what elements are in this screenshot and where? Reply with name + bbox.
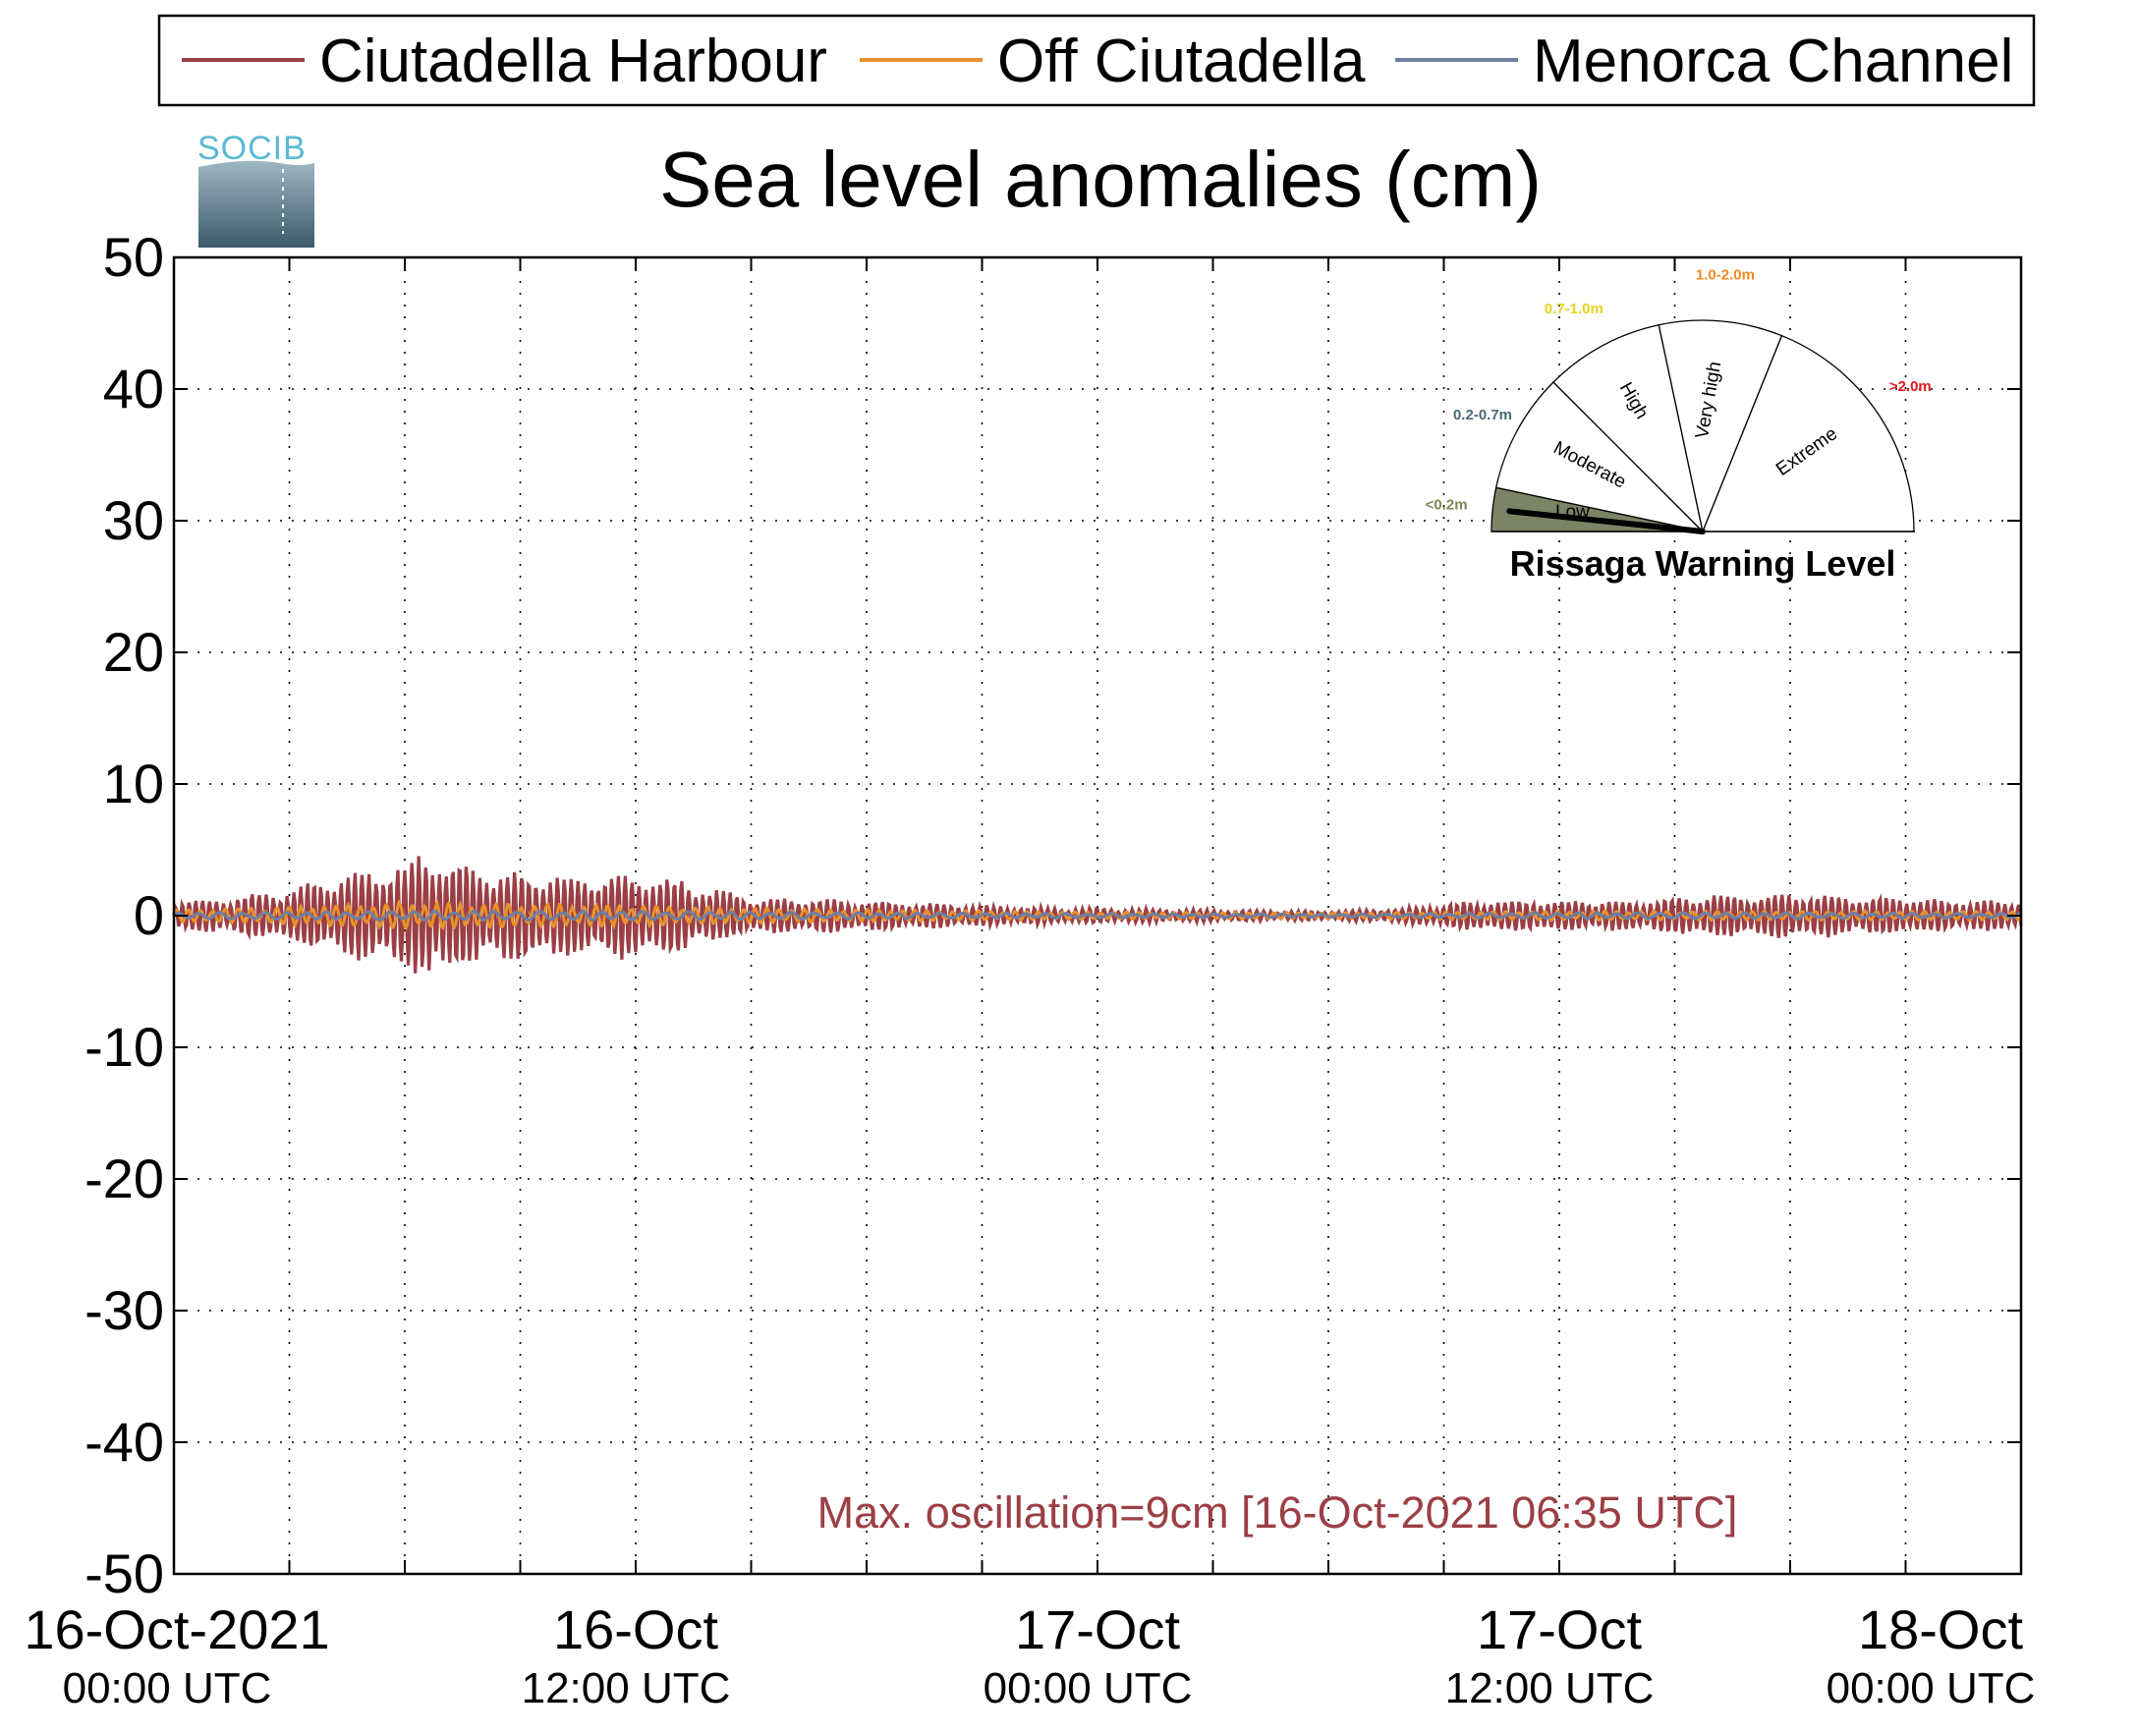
x-tick-label-date: 18-Oct bbox=[1858, 1598, 2023, 1660]
legend-label-off-ciutadella: Off Ciutadella bbox=[997, 28, 1366, 95]
x-tick-label-time: 12:00 UTC bbox=[1445, 1664, 1655, 1712]
gauge-sector-high bbox=[1552, 323, 1705, 534]
chart-title: Sea level anomalies (cm) bbox=[659, 136, 1542, 223]
y-tick-label: 0 bbox=[134, 884, 164, 946]
logo-text: SOCIB bbox=[197, 130, 307, 167]
series-line-ciutadella-harbour bbox=[172, 856, 2023, 974]
gauge-range-label: 1.0-2.0m bbox=[1696, 267, 1755, 284]
gauge-title: Rissaga Warning Level bbox=[1510, 543, 1896, 584]
y-tick-label: 40 bbox=[103, 358, 164, 420]
logo-wave bbox=[198, 160, 314, 248]
gauge-range-label: 0.7-1.0m bbox=[1545, 301, 1603, 317]
x-tick-label-date: 17-Oct bbox=[1477, 1598, 1642, 1660]
y-tick-label: -20 bbox=[84, 1148, 164, 1209]
gridlines bbox=[174, 257, 2021, 1574]
x-tick-label-time: 00:00 UTC bbox=[63, 1664, 272, 1712]
gauge-sector-very-high bbox=[1658, 319, 1783, 534]
x-tick-label-date: 17-Oct bbox=[1015, 1598, 1180, 1660]
x-tick-label-time: 12:00 UTC bbox=[522, 1664, 731, 1712]
series-lines bbox=[172, 856, 2023, 974]
socib-logo: SOCIB bbox=[197, 130, 314, 248]
legend-label-ciutadella-harbour: Ciutadella Harbour bbox=[319, 28, 827, 95]
gauge-sector-moderate bbox=[1494, 381, 1706, 533]
gauge-range-label: <0.2m bbox=[1426, 497, 1468, 514]
legend: Ciutadella Harbour Off Ciutadella Menorc… bbox=[157, 14, 2036, 107]
y-tick-label: -50 bbox=[84, 1542, 164, 1604]
y-tick-label: 10 bbox=[103, 753, 164, 814]
y-tick-label: 50 bbox=[103, 226, 164, 288]
y-tick-label: -40 bbox=[84, 1411, 164, 1473]
legend-label-menorca-channel: Menorca Channel bbox=[1533, 28, 2013, 95]
gauge-range-label: 0.2-0.7m bbox=[1453, 407, 1512, 423]
x-tick-label-time: 00:00 UTC bbox=[984, 1664, 1193, 1712]
gauge-needle bbox=[1506, 508, 1706, 534]
y-tick-label: 30 bbox=[103, 489, 164, 551]
gauge-sector-extreme bbox=[1702, 334, 1915, 532]
gauge-range-label: >2.0m bbox=[1889, 378, 1932, 395]
x-tick-label-time: 00:00 UTC bbox=[1827, 1664, 2036, 1712]
y-axis: 50 40 30 20 10 0 -10 -20 -30 -40 -50 bbox=[84, 226, 2021, 1604]
max-oscillation-annotation: Max. oscillation=9cm [16-Oct-2021 06:35 … bbox=[817, 1487, 1738, 1538]
x-tick-label-date: 16-Oct bbox=[553, 1598, 718, 1660]
x-tick-label-date: 16-Oct-2021 bbox=[24, 1598, 329, 1660]
y-tick-label: -30 bbox=[84, 1279, 164, 1341]
series-line-menorca-channel bbox=[172, 909, 2022, 923]
legend-box bbox=[157, 14, 2036, 107]
y-tick-label: -10 bbox=[84, 1016, 164, 1078]
y-tick-label: 20 bbox=[103, 621, 164, 683]
